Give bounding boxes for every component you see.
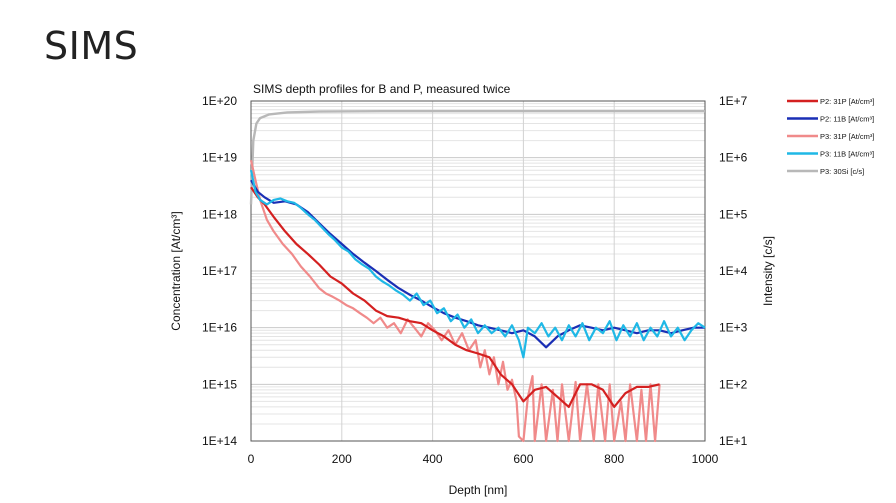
series-line-4	[249, 109, 705, 205]
series-line-0	[250, 186, 660, 408]
x-tick-label: 0	[248, 452, 255, 466]
grid	[250, 101, 706, 442]
series-layer	[249, 109, 706, 443]
y-tick-label-left: 1E+14	[202, 434, 237, 448]
y-tick-label-right: 1E+3	[719, 321, 748, 335]
y-axis-label-right: Intensity [c/s]	[761, 236, 775, 306]
y-tick-label-left: 1E+19	[202, 151, 237, 165]
y-tick-label-right: 1E+2	[719, 377, 748, 391]
x-tick-label: 800	[604, 452, 624, 466]
y-tick-label-left: 1E+18	[202, 207, 237, 221]
chart-title: SIMS depth profiles for B and P, measure…	[253, 82, 511, 96]
x-tick-label: 1000	[692, 452, 719, 466]
y-tick-label-left: 1E+17	[202, 264, 237, 278]
x-tick-label: 400	[423, 452, 443, 466]
y-axis-label-left: Concentration [At/cm³]	[169, 211, 183, 330]
legend-label: P3: 31P [At/cm³]	[820, 132, 874, 141]
series-line-3	[249, 169, 706, 359]
y-tick-label-right: 1E+7	[719, 94, 748, 108]
legend-label: P2: 11B [At/cm³]	[820, 115, 874, 124]
y-tick-label-left: 1E+20	[202, 94, 237, 108]
plot-frame	[250, 100, 706, 442]
legend-label: P3: 30Si [c/s]	[820, 167, 864, 176]
y-tick-label-right: 1E+4	[719, 264, 748, 278]
legend: P2: 31P [At/cm³] P2: 11B [At/cm³] P3: 31P …	[787, 97, 874, 176]
y-tick-label-left: 1E+16	[202, 321, 237, 335]
y-tick-label-right: 1E+5	[719, 207, 748, 221]
ticks: 0 200 400 600 800 1000 1E+14 1E+15 1E+16 1E+17 1E+…	[202, 94, 748, 466]
x-axis-label: Depth [nm]	[449, 483, 508, 497]
x-tick-label: 200	[332, 452, 352, 466]
legend-label: P2: 31P [At/cm³]	[820, 97, 874, 106]
y-tick-label-right: 1E+6	[719, 151, 748, 165]
y-tick-label-right: 1E+1	[719, 434, 748, 448]
slide-title: SIMS	[44, 24, 139, 68]
legend-label: P3: 11B [At/cm³]	[820, 150, 874, 159]
y-tick-label-left: 1E+15	[202, 377, 237, 391]
x-tick-label: 600	[513, 452, 533, 466]
series-line-2	[249, 160, 661, 443]
